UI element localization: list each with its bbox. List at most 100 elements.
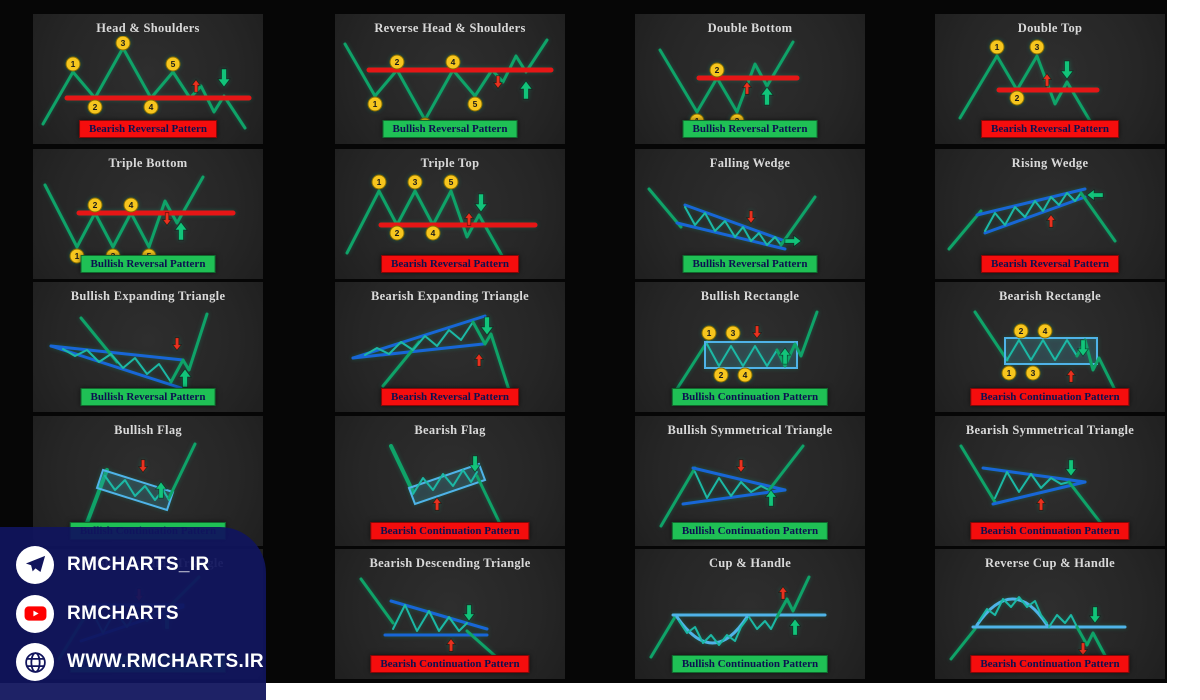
- point-marker-number: 1: [377, 177, 382, 187]
- green-signal-arrow: [764, 489, 778, 507]
- point-marker-number: 2: [719, 370, 724, 380]
- red-signal-arrow: [1066, 369, 1076, 383]
- red-signal-arrow: [464, 212, 474, 226]
- green-signal-arrow: [217, 68, 231, 88]
- pattern-figure-bullish-flag: [83, 442, 197, 530]
- pattern-type-badge: Bullish Reversal Pattern: [80, 255, 216, 273]
- red-signal-arrow: [474, 353, 484, 367]
- pattern-title: Bullish Flag: [114, 423, 182, 437]
- point-marker-number: 5: [171, 59, 176, 69]
- point-marker: [725, 325, 741, 341]
- point-marker-number: 3: [1031, 368, 1036, 378]
- pattern-card-bearish-expanding-triangle: Bearish Expanding Triangle Bearish Revers…: [335, 282, 565, 412]
- pattern-type-badge: Bearish Continuation Pattern: [370, 655, 530, 673]
- pattern-card-bullish-rectangle: Bullish Rectangle 1 2 3 4 Bullish Continuatio…: [635, 282, 865, 412]
- website-url: WWW.RMCHARTS.IR: [67, 651, 265, 673]
- point-marker-number: 2: [395, 228, 400, 238]
- point-marker: [407, 174, 423, 190]
- point-marker-number: 2: [395, 57, 400, 67]
- social-link-youtube[interactable]: RMCHARTS: [16, 594, 266, 633]
- point-marker: [1029, 39, 1045, 55]
- red-signal-arrow: [778, 586, 788, 600]
- red-signal-arrow: [493, 75, 503, 89]
- green-signal-arrow: [760, 86, 774, 106]
- pattern-type-badge: Bearish Reversal Pattern: [981, 255, 1119, 273]
- point-marker: [445, 54, 461, 70]
- pattern-figure-bearish-expanding-triangle: [351, 314, 511, 392]
- pattern-title: Bullish Symmetrical Triangle: [667, 423, 833, 437]
- pattern-card-bearish-flag: Bearish Flag Bearish Continuation Pattern: [335, 416, 565, 546]
- point-marker-number: 1: [373, 99, 378, 109]
- pattern-card-reverse-cup-and-handle: Reverse Cup & Handle Bearish Continuation…: [935, 549, 1165, 679]
- point-marker: [709, 62, 725, 78]
- point-marker: [701, 325, 717, 341]
- point-marker: [1025, 365, 1041, 381]
- social-link-telegram[interactable]: RMCHARTS_IR: [16, 545, 266, 584]
- point-marker-number: 4: [1043, 326, 1048, 336]
- green-signal-arrow: [788, 618, 802, 636]
- point-marker: [143, 99, 159, 115]
- point-marker-number: 5: [449, 177, 454, 187]
- pattern-title: Reverse Head & Shoulders: [374, 21, 526, 35]
- pattern-figure-rising-wedge: [947, 187, 1117, 251]
- pattern-figure-bullish-expanding-triangle: [49, 312, 209, 390]
- red-signal-arrow: [172, 337, 182, 351]
- green-signal-arrow: [480, 316, 494, 336]
- point-marker-number: 1: [707, 328, 712, 338]
- red-signal-arrow: [1078, 642, 1088, 656]
- red-signal-arrow: [752, 325, 762, 339]
- point-marker: [1009, 90, 1025, 106]
- pattern-type-badge: Bearish Continuation Pattern: [970, 388, 1130, 406]
- point-marker-number: 4: [149, 102, 154, 112]
- green-signal-arrow: [178, 368, 192, 388]
- pattern-title: Double Top: [1017, 21, 1083, 35]
- green-signal-arrow: [462, 604, 476, 622]
- point-marker: [115, 36, 131, 51]
- red-signal-arrow: [1046, 214, 1056, 228]
- pattern-figure-bearish-flag: [389, 444, 505, 532]
- pattern-title: Bearish Rectangle: [999, 289, 1101, 303]
- green-signal-arrow: [474, 193, 488, 213]
- point-marker: [989, 39, 1005, 55]
- social-link-website[interactable]: WWW.RMCHARTS.IR: [16, 643, 266, 682]
- point-marker-number: 4: [129, 200, 134, 210]
- point-marker: [1013, 323, 1029, 339]
- pattern-title: Bearish Descending Triangle: [369, 556, 531, 570]
- point-marker-number: 3: [1035, 42, 1040, 52]
- green-signal-arrow: [784, 234, 802, 248]
- point-marker: [467, 96, 483, 112]
- green-signal-arrow: [1060, 60, 1074, 80]
- pattern-title: Bearish Symmetrical Triangle: [965, 423, 1135, 437]
- green-signal-arrow: [1086, 188, 1104, 202]
- pattern-type-badge: Bearish Continuation Pattern: [970, 655, 1130, 673]
- pattern-card-bearish-rectangle: Bearish Rectangle 1 2 3 4 Bearish Continuatio…: [935, 282, 1165, 412]
- point-marker: [713, 367, 729, 383]
- pattern-type-badge: Bearish Reversal Pattern: [381, 255, 519, 273]
- pattern-title: Bearish Expanding Triangle: [370, 289, 530, 303]
- pattern-type-badge: Bullish Reversal Pattern: [382, 120, 518, 138]
- pattern-title: Bullish Expanding Triangle: [70, 289, 226, 303]
- point-marker: [425, 225, 441, 241]
- green-signal-arrow: [174, 221, 188, 241]
- point-marker: [371, 174, 387, 190]
- point-marker-number: 2: [1019, 326, 1024, 336]
- pattern-figure-bullish-rectangle: 1 2 3 4: [673, 310, 819, 394]
- pattern-figure-double-top: 1 2 3: [958, 39, 1100, 128]
- point-marker: [165, 56, 181, 72]
- pattern-card-triple-top: Triple Top 1 2 3 4 5 Bearish Reversal Pattern: [335, 149, 565, 279]
- pattern-type-badge: Bullish Reversal Pattern: [682, 120, 818, 138]
- point-marker-number: 3: [731, 328, 736, 338]
- point-marker-number: 2: [1015, 93, 1020, 103]
- point-marker-number: 4: [431, 228, 436, 238]
- point-marker-number: 1: [71, 59, 76, 69]
- pattern-type-badge: Bearish Continuation Pattern: [370, 522, 530, 540]
- pattern-figure-bearish-rectangle: 1 2 3 4: [973, 310, 1119, 396]
- point-marker-number: 3: [413, 177, 418, 187]
- globe-icon: [16, 643, 54, 682]
- pattern-figure-triple-top: 1 2 3 4 5: [345, 174, 538, 263]
- red-signal-arrow: [191, 79, 201, 93]
- point-marker-number: 1: [1007, 368, 1012, 378]
- point-marker: [87, 197, 103, 213]
- pattern-title: Falling Wedge: [709, 156, 791, 170]
- green-signal-arrow: [1088, 606, 1102, 624]
